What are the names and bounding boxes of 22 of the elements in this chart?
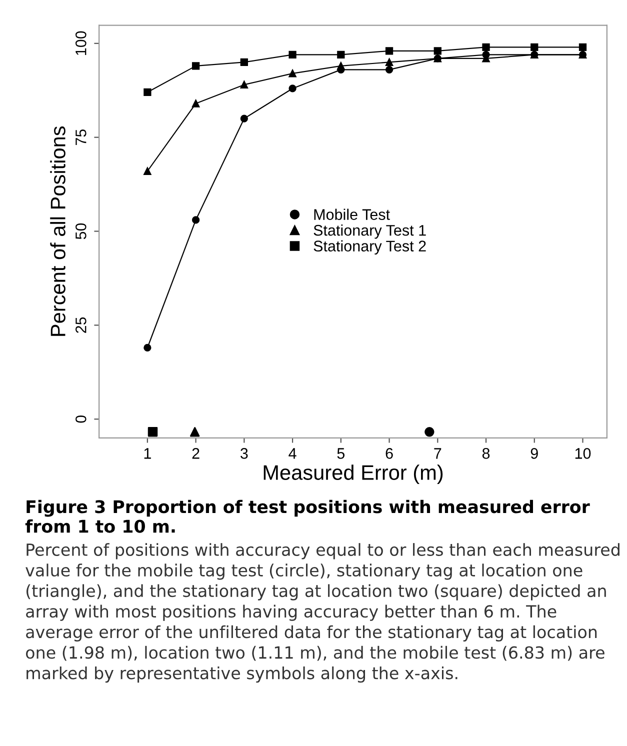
y-tick-label: 0 (76, 415, 86, 423)
y-tick-label: 100 (76, 31, 86, 55)
x-tick-label: 9 (530, 448, 538, 459)
y-tick-label: 75 (76, 129, 86, 146)
x-tick-label: 7 (434, 448, 442, 459)
x-tick-label: 6 (386, 448, 393, 459)
x-axis-title: Measured Error (m) (264, 464, 443, 484)
x-tick-label: 4 (288, 448, 296, 459)
x-tick-label: 2 (192, 448, 200, 459)
legend-label: Stationary Test 1 (314, 224, 426, 239)
legend-label: Mobile Test (314, 208, 390, 220)
x-tick-label: 8 (482, 448, 490, 459)
y-tick-label: 50 (76, 223, 86, 240)
legend-label: Stationary Test 2 (314, 240, 426, 255)
y-tick-label: 25 (76, 317, 86, 333)
y-axis-title: Percent of all Positions (50, 126, 66, 336)
x-tick-label: 5 (337, 448, 345, 459)
x-tick-label: 1 (144, 448, 151, 459)
x-tick-label: 3 (240, 448, 248, 459)
x-tick-label: 10 (575, 448, 591, 459)
text: Percent of positions with accuracy equal to or less than each measured value for the mobile tag test (circle), stationary tag at location one (triangle), and the stationary tag at location two (square) depicted an array with most positions having accuracy better than 6 m. The average error of the unfiltered data for the stationary tag at location one (1.98 m), location two (1.11 m), and the mobile test (6.83 m) are marked by representative symbols along the x-axis. (26, 543, 620, 683)
text: Figure 3 Proportion of test positions with measured error from 1 to 10 m. (25, 500, 590, 533)
